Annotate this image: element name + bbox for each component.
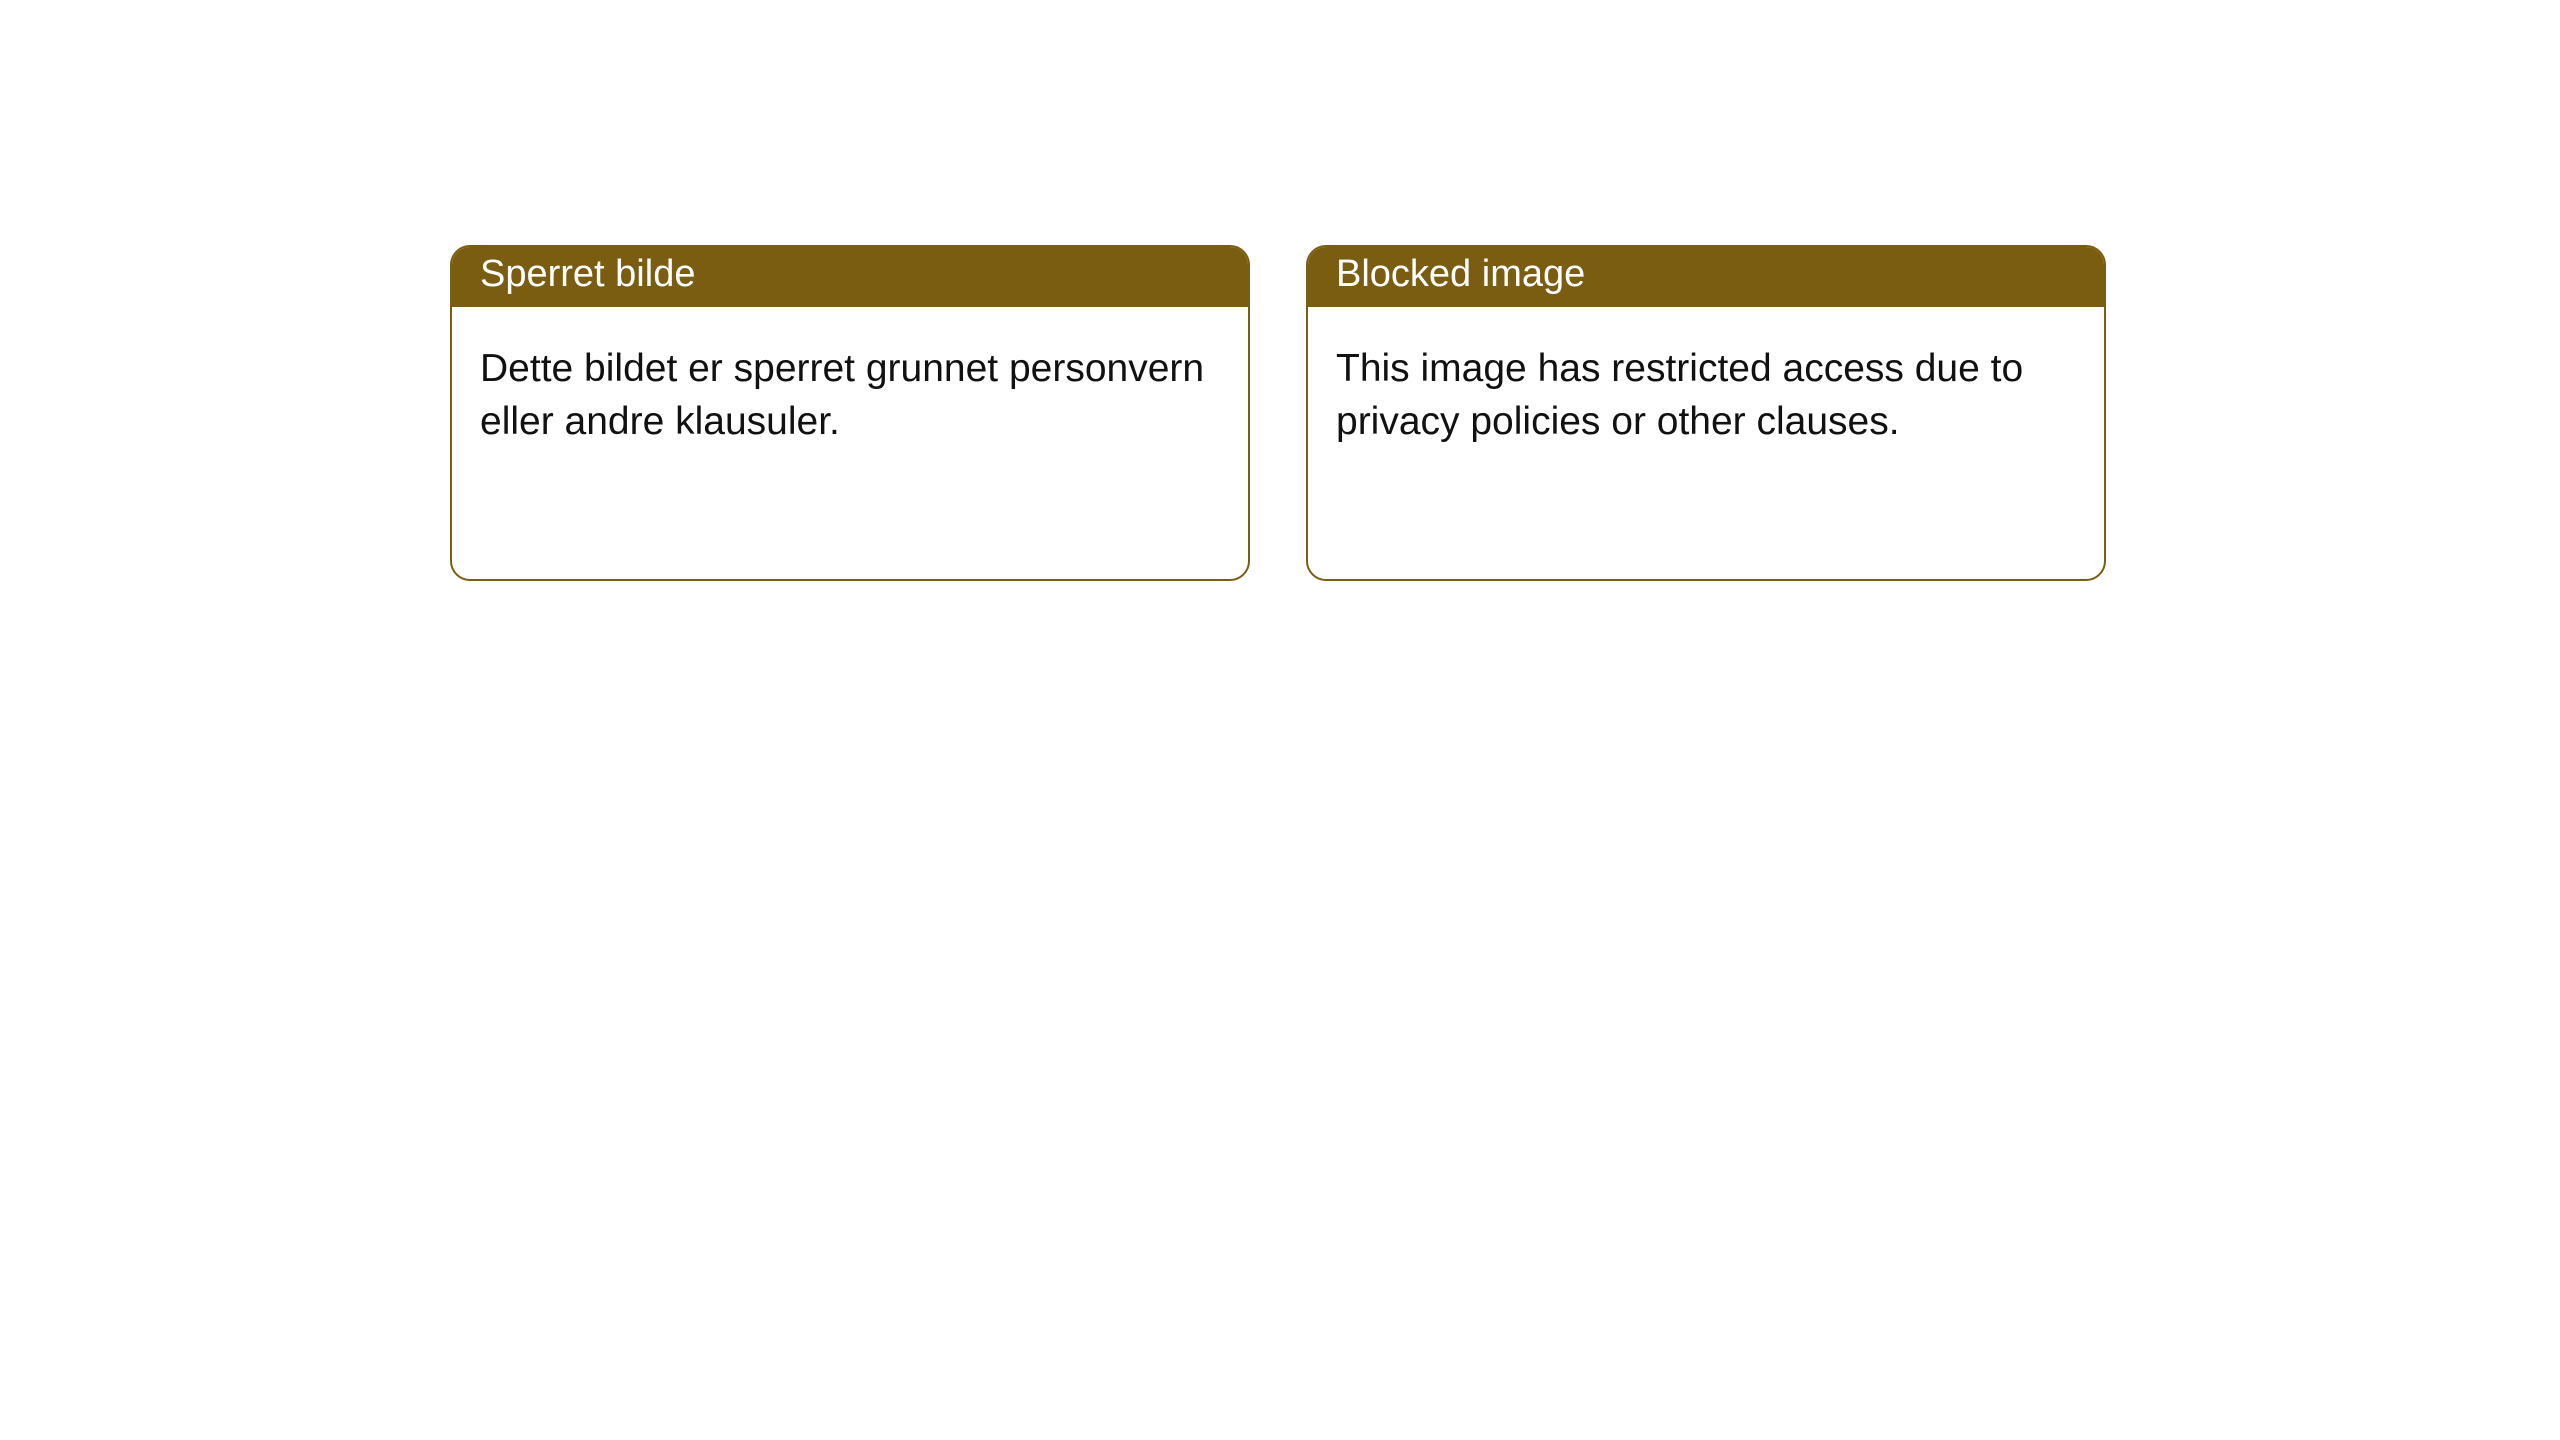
card-title-en: Blocked image [1336,253,1585,296]
card-title-no: Sperret bilde [480,253,695,296]
card-body-text-no: Dette bildet er sperret grunnet personve… [480,347,1204,443]
card-body-text-en: This image has restricted access due to … [1336,347,2023,443]
blocked-image-card-no: Sperret bilde Dette bildet er sperret gr… [450,245,1250,581]
card-header-en: Blocked image [1308,247,2104,307]
card-body-en: This image has restricted access due to … [1308,307,2104,484]
card-body-no: Dette bildet er sperret grunnet personve… [452,307,1248,484]
card-header-no: Sperret bilde [452,247,1248,307]
blocked-image-notice-container: Sperret bilde Dette bildet er sperret gr… [450,245,2560,581]
blocked-image-card-en: Blocked image This image has restricted … [1306,245,2106,581]
